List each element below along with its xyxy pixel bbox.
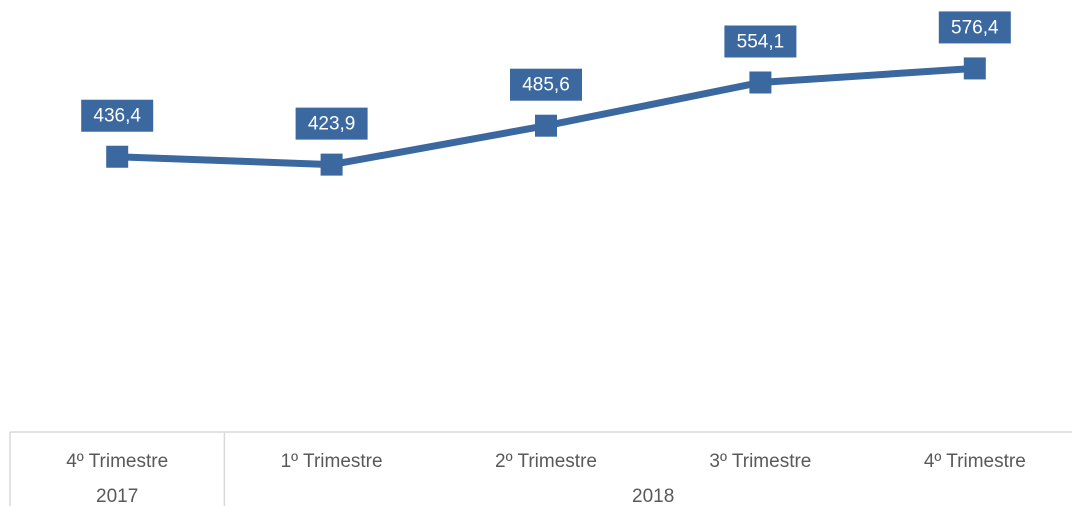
data-label: 485,6 (522, 75, 570, 96)
data-label: 423,9 (308, 114, 356, 135)
data-label-box (81, 99, 154, 132)
marker (963, 57, 986, 80)
data-label-box (295, 107, 368, 140)
marker (106, 145, 129, 168)
data-label-box (724, 25, 797, 58)
x-tick-label: 3º Trimestre (709, 451, 811, 472)
x-tick-label: 1º Trimestre (281, 451, 383, 472)
marker (749, 71, 772, 94)
x-tick-label: 4º Trimestre (66, 451, 168, 472)
group-label: 2017 (96, 486, 138, 506)
data-label: 554,1 (737, 32, 785, 53)
data-label: 576,4 (951, 17, 999, 38)
x-tick-label: 4º Trimestre (924, 451, 1026, 472)
marker (320, 153, 343, 176)
x-tick-label: 2º Trimestre (495, 451, 597, 472)
data-label: 436,4 (93, 106, 141, 127)
data-label-box (938, 11, 1011, 44)
data-label-box (510, 68, 582, 101)
group-label: 2018 (632, 486, 674, 506)
marker (535, 114, 557, 137)
